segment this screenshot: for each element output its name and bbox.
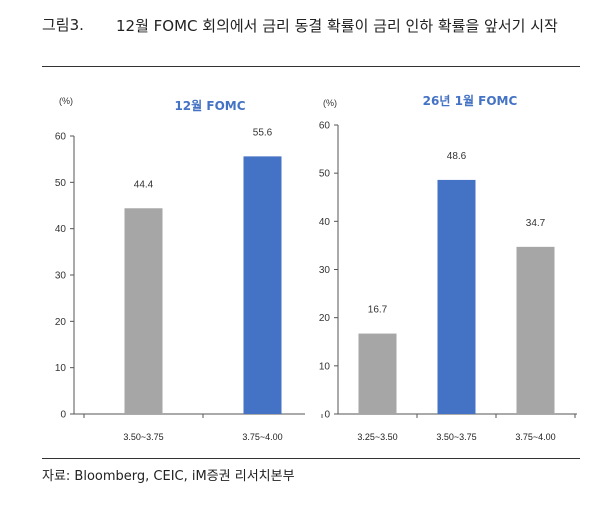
chart1-bar-value-label: 55.6 — [253, 127, 273, 138]
chart1-y-tick-label: 30 — [55, 271, 67, 282]
bottom-rule — [42, 458, 580, 459]
chart2-y-tick-label: 20 — [319, 313, 331, 324]
chart2-y-tick-label: 50 — [319, 169, 331, 180]
chart1-y-tick-label: 0 — [60, 410, 66, 421]
chart2-y-tick-label: 0 — [324, 410, 330, 421]
chart2-title: 26년 1월 FOMC — [423, 93, 518, 108]
chart2-bar-value-label: 48.6 — [447, 151, 467, 162]
chart1-y-tick-label: 10 — [55, 363, 67, 374]
chart1-bar-value-label: 44.4 — [134, 179, 154, 190]
chart2-category-label: 3.50~3.75 — [436, 432, 476, 442]
chart2-category-label: 3.75~4.00 — [515, 432, 555, 442]
chart2-unit-label: (%) — [323, 98, 337, 108]
chart2-bar — [437, 179, 476, 414]
top-rule — [42, 66, 580, 67]
figure-title: 12월 FOMC 회의에서 금리 동결 확률이 금리 인하 확률을 앞서기 시작 — [116, 17, 558, 35]
chart2-y-tick-label: 40 — [319, 217, 331, 228]
chart2-y-tick-label: 60 — [319, 121, 331, 132]
chart1-title: 12월 FOMC — [174, 98, 245, 113]
chart2-category-label: 3.25~3.50 — [357, 432, 397, 442]
figure-label: 그림3. — [42, 16, 84, 34]
chart2-bar — [358, 333, 397, 414]
chart1-y-tick-label: 20 — [55, 317, 67, 328]
chart1-y-tick-label: 40 — [55, 224, 67, 235]
chart2-bar — [516, 246, 555, 414]
chart2-bar-value-label: 16.7 — [368, 305, 388, 316]
chart1-category-label: 3.50~3.75 — [123, 432, 163, 442]
chart1-bar — [124, 208, 163, 414]
chart1-bar — [243, 156, 282, 415]
source-note: 자료: Bloomberg, CEIC, iM증권 리서치본부 — [42, 469, 295, 484]
chart1-y-tick-label: 60 — [55, 132, 67, 143]
chart2-y-tick-label: 10 — [319, 361, 331, 372]
chart2-y-tick-label: 30 — [319, 265, 331, 276]
chart1-unit-label: (%) — [59, 96, 73, 106]
chart1-category-label: 3.75~4.00 — [242, 432, 282, 442]
chart1-y-tick-label: 50 — [55, 178, 67, 189]
chart2-bar-value-label: 34.7 — [526, 218, 546, 229]
